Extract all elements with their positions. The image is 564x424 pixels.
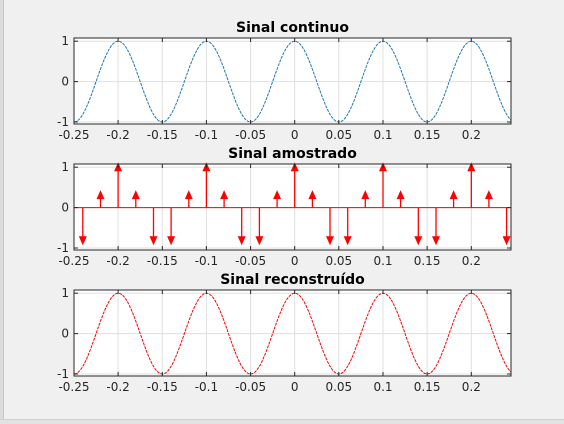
subplot-1: -0.25 -0.2 -0.15 -0.1 -0.05 0 0.05 0.1 0.15 0.2 1 0… [57, 20, 512, 142]
stem-marker [396, 190, 405, 200]
stem-marker [220, 190, 229, 200]
subplot-2: -0.25 -0.2 -0.15 -0.1 -0.05 0 0.05 0.1 0.15 0.2 1 0… [57, 146, 512, 268]
x-tick-label: 0.1 [373, 128, 392, 142]
stem-marker [326, 236, 334, 246]
stem-marker [308, 190, 317, 200]
y-tick-label: -1 [57, 241, 69, 255]
y-tick-label: 0 [61, 201, 69, 215]
stem-marker [343, 236, 352, 246]
x-tick-label: 0.2 [462, 254, 481, 268]
x-tick-label: 0.2 [462, 128, 481, 142]
stem-marker [449, 190, 458, 200]
stem-marker [273, 190, 282, 200]
stem-marker [78, 236, 87, 246]
signal-line [73, 292, 512, 375]
x-tick-label: -0.25 [58, 128, 89, 142]
y-tick-label: 1 [61, 160, 69, 174]
y-tick-label: 1 [61, 34, 69, 48]
axes-box [73, 289, 512, 377]
stem-marker [432, 236, 440, 246]
x-tick-label: -0.1 [195, 254, 218, 268]
x-tick-label: 0.1 [373, 380, 392, 394]
y-tick-label: -1 [57, 115, 69, 129]
x-tick-label: -0.25 [58, 380, 89, 394]
x-tick-label: 0 [291, 380, 299, 394]
x-tick-label: 0.05 [325, 128, 352, 142]
x-tick-label: -0.05 [235, 254, 266, 268]
window-left-edge [0, 0, 4, 423]
chart-title: Sinal continuo [236, 20, 349, 36]
x-tick-label: -0.2 [106, 254, 129, 268]
chart-title: Sinal reconstruído [220, 272, 365, 288]
x-tick-label: -0.1 [195, 380, 218, 394]
x-tick-label: 0.1 [373, 254, 392, 268]
stem-marker [167, 236, 176, 246]
x-tick-label: -0.15 [147, 380, 178, 394]
chart-title: Sinal amostrado [228, 146, 357, 162]
stem-marker [131, 190, 140, 200]
stem-marker [502, 236, 511, 246]
y-tick-label: 0 [61, 327, 69, 341]
axes-box [73, 163, 512, 251]
x-tick-label: 0.15 [414, 380, 441, 394]
x-tick-label: 0.15 [414, 128, 441, 142]
axes-background [74, 164, 511, 250]
stem-marker [237, 236, 246, 246]
stem-marker [361, 190, 370, 200]
x-tick-label: -0.2 [106, 380, 129, 394]
x-tick-label: -0.2 [106, 128, 129, 142]
signal-line [73, 40, 512, 123]
axes-box [73, 37, 512, 125]
x-tick-label: 0.05 [325, 380, 352, 394]
x-tick-label: -0.05 [235, 380, 266, 394]
x-tick-label: -0.25 [58, 254, 89, 268]
stem-marker [414, 236, 423, 246]
x-tick-label: 0.2 [462, 380, 481, 394]
stem-marker [149, 236, 158, 246]
stem-marker [255, 236, 264, 246]
stem-marker [184, 190, 193, 200]
y-tick-label: 1 [61, 286, 69, 300]
x-tick-label: 0 [291, 128, 299, 142]
stem-marker [484, 190, 493, 200]
x-tick-label: 0.05 [325, 254, 352, 268]
x-tick-label: -0.1 [195, 128, 218, 142]
subplot-3: -0.25 -0.2 -0.15 -0.1 -0.05 0 0.05 0.1 0.15 0.2 1 0… [57, 272, 512, 394]
x-tick-label: 0.15 [414, 254, 441, 268]
x-tick-label: 0 [291, 254, 299, 268]
x-tick-label: -0.05 [235, 128, 266, 142]
stem-marker [96, 190, 105, 200]
y-tick-label: -1 [57, 367, 69, 381]
window-bottom-edge [0, 419, 564, 424]
y-tick-label: 0 [61, 75, 69, 89]
x-tick-label: -0.15 [147, 254, 178, 268]
x-tick-label: -0.15 [147, 128, 178, 142]
